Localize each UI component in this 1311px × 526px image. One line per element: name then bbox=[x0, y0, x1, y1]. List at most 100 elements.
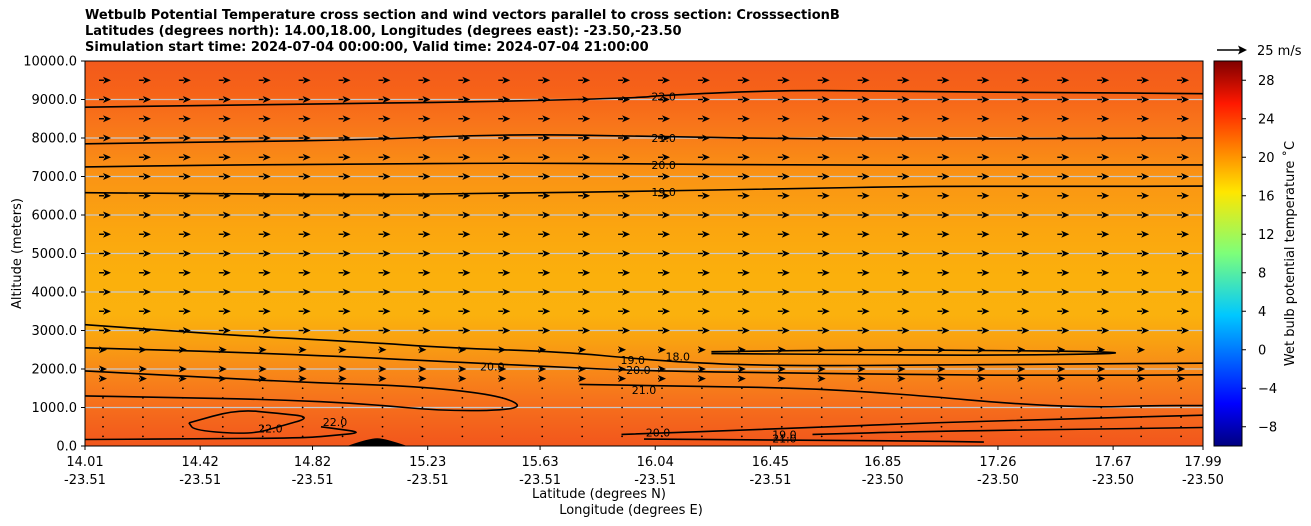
wind-vector-arrow-icon bbox=[861, 96, 870, 103]
wind-vector-arrow-icon bbox=[103, 250, 111, 257]
wind-vector-arrow-icon bbox=[258, 375, 267, 383]
wind-vector-arrow-icon bbox=[342, 269, 351, 277]
wind-vector-dot bbox=[341, 396, 344, 399]
wind-vector-arrow-icon bbox=[861, 250, 870, 257]
quiver-key-arrow-icon bbox=[1238, 45, 1247, 55]
x-tick-label-latitude: 15.23 bbox=[409, 455, 446, 470]
wind-vector-arrow-icon bbox=[701, 192, 710, 200]
wind-vector-dot bbox=[900, 416, 903, 419]
wind-vector-dot bbox=[501, 416, 504, 419]
wind-vector-dot bbox=[701, 387, 703, 390]
wind-vector-dot bbox=[740, 425, 743, 428]
wind-vector-arrow-icon bbox=[342, 192, 351, 200]
gridlines bbox=[85, 98, 1203, 409]
wind-vector-arrow-icon bbox=[941, 173, 950, 180]
wind-vector-arrow-icon bbox=[941, 250, 950, 257]
wind-vector-arrow-icon bbox=[861, 327, 870, 334]
wind-vector-dot bbox=[860, 416, 863, 419]
wind-vector-dot bbox=[1180, 435, 1182, 438]
wind-vector-dot bbox=[701, 396, 703, 399]
wind-vector-arrow-icon bbox=[502, 327, 511, 334]
wind-vector-arrow-icon bbox=[901, 192, 910, 200]
wind-vector-arrow-icon bbox=[781, 173, 790, 180]
wind-vector-arrow-icon bbox=[821, 192, 830, 200]
wind-vector-dot bbox=[142, 435, 144, 438]
wind-vector-arrow-icon bbox=[502, 192, 511, 200]
wind-vector-arrow-icon bbox=[701, 211, 710, 219]
wind-vector-dot bbox=[621, 435, 623, 438]
wind-vector-arrow-icon bbox=[1057, 375, 1066, 383]
wind-vector-arrow-icon bbox=[222, 115, 231, 123]
wind-vector-arrow-icon bbox=[422, 269, 431, 277]
wind-vectors bbox=[99, 76, 1190, 438]
x-tick-label-longitude: -23.50 bbox=[1182, 473, 1224, 488]
wind-vector-arrow-icon bbox=[582, 230, 591, 238]
wind-vector-dot bbox=[301, 425, 304, 428]
wind-vector-dot bbox=[261, 416, 264, 419]
wind-vector-arrow-icon bbox=[542, 96, 551, 103]
contour-line bbox=[85, 162, 1203, 168]
wind-vector-arrow-icon bbox=[737, 375, 746, 383]
wind-vector-arrow-icon bbox=[382, 115, 391, 123]
wind-vector-arrow-icon bbox=[182, 307, 191, 315]
wind-vector-arrow-icon bbox=[977, 346, 986, 354]
y-tick-label: 10000.0 bbox=[23, 55, 77, 70]
wind-vector-arrow-icon bbox=[182, 96, 191, 103]
contour-label: 22.0 bbox=[323, 416, 348, 429]
wind-vector-arrow-icon bbox=[103, 288, 111, 296]
wind-vector-arrow-icon bbox=[342, 115, 351, 123]
wind-vector-arrow-icon bbox=[418, 346, 427, 354]
wind-vector-arrow-icon bbox=[342, 173, 351, 180]
wind-vector-dot bbox=[142, 387, 144, 390]
wind-vector-arrow-icon bbox=[422, 327, 431, 334]
wind-vector-arrow-icon bbox=[977, 365, 986, 373]
wind-vector-arrow-icon bbox=[222, 134, 231, 142]
wind-vector-arrow-icon bbox=[741, 153, 750, 161]
wind-vector-arrow-icon bbox=[741, 96, 750, 103]
wind-vector-arrow-icon bbox=[302, 230, 311, 238]
wind-vector-arrow-icon bbox=[1141, 327, 1150, 334]
wind-vector-arrow-icon bbox=[897, 375, 906, 383]
wind-vector-arrow-icon bbox=[622, 288, 631, 296]
wind-vector-arrow-icon bbox=[901, 307, 910, 315]
wind-vector-arrow-icon bbox=[142, 76, 151, 84]
wind-vector-arrow-icon bbox=[582, 288, 591, 296]
wind-vector-arrow-icon bbox=[622, 250, 631, 257]
wind-vector-arrow-icon bbox=[1017, 346, 1026, 354]
wind-vector-arrow-icon bbox=[701, 250, 710, 257]
wind-vector-dot bbox=[860, 435, 863, 438]
wind-vector-dot bbox=[701, 416, 703, 419]
contour-label: 19.0 bbox=[651, 186, 676, 199]
wind-vector-arrow-icon bbox=[298, 365, 307, 373]
wind-vector-dot bbox=[980, 396, 983, 399]
wind-vector-arrow-icon bbox=[138, 375, 147, 383]
wind-vector-arrow-icon bbox=[1021, 115, 1030, 123]
wind-vector-arrow-icon bbox=[99, 375, 107, 383]
wind-vector-arrow-icon bbox=[901, 115, 910, 123]
wind-vector-arrow-icon bbox=[1141, 96, 1150, 103]
wind-vector-arrow-icon bbox=[142, 173, 151, 180]
wind-vector-arrow-icon bbox=[578, 365, 587, 373]
wind-vector-arrow-icon bbox=[462, 307, 471, 315]
wind-vector-arrow-icon bbox=[462, 134, 471, 142]
wind-vector-arrow-icon bbox=[422, 307, 431, 315]
wind-vector-arrow-icon bbox=[821, 173, 830, 180]
wind-vector-arrow-icon bbox=[1061, 96, 1070, 103]
wind-vector-arrow-icon bbox=[338, 346, 347, 354]
wind-vector-arrow-icon bbox=[901, 269, 910, 277]
contour-line bbox=[621, 414, 1203, 436]
wind-vector-arrow-icon bbox=[897, 346, 906, 354]
wind-vector-arrow-icon bbox=[701, 76, 710, 84]
wind-vector-arrow-icon bbox=[582, 115, 591, 123]
wind-vector-arrow-icon bbox=[422, 153, 431, 161]
wind-vector-arrow-icon bbox=[817, 375, 826, 383]
wind-vector-arrow-icon bbox=[222, 153, 231, 161]
contour-label: 21.0 bbox=[632, 384, 657, 397]
wind-vector-dot bbox=[780, 387, 783, 390]
wind-vector-arrow-icon bbox=[382, 192, 391, 200]
wind-vector-arrow-icon bbox=[1061, 269, 1070, 277]
wind-vector-arrow-icon bbox=[302, 134, 311, 142]
wind-vector-dot bbox=[740, 387, 743, 390]
wind-vector-dot bbox=[820, 406, 823, 409]
wind-vector-arrow-icon bbox=[542, 288, 551, 296]
